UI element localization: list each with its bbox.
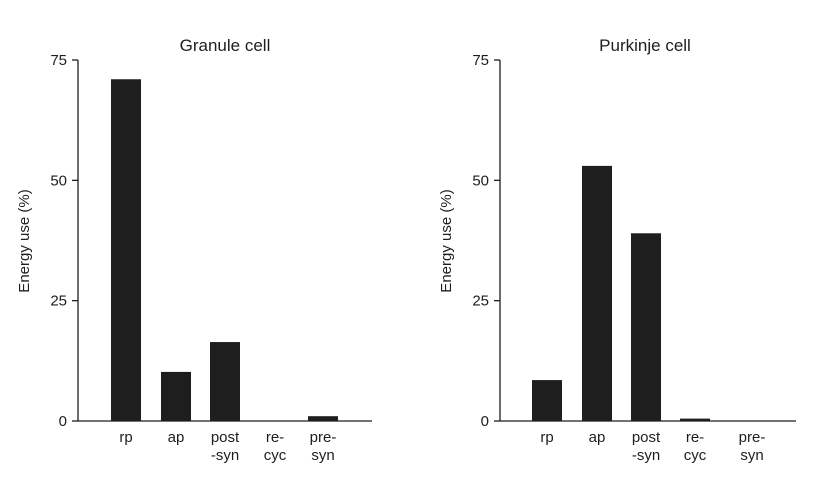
y-axis-label: Energy use (%) bbox=[16, 189, 33, 292]
x-tick-label: cyc bbox=[684, 447, 707, 464]
x-tick-label: syn bbox=[740, 447, 763, 464]
y-tick-label: 0 bbox=[481, 413, 489, 430]
bar bbox=[210, 342, 240, 421]
x-tick-label: rp bbox=[540, 429, 553, 446]
x-tick-label: cyc bbox=[264, 447, 287, 464]
bar bbox=[308, 416, 338, 421]
x-tick-label: re- bbox=[266, 429, 284, 446]
x-tick-label: post bbox=[632, 429, 661, 446]
y-tick-label: 0 bbox=[59, 413, 67, 430]
bar bbox=[161, 371, 191, 421]
y-tick-label: 75 bbox=[472, 52, 489, 69]
x-tick-label: -syn bbox=[632, 447, 660, 464]
granule-cell-chart: Granule cell Energy use (%) 0 25 50 75 rp ap… bbox=[16, 36, 372, 464]
x-tick-label: rp bbox=[119, 429, 132, 446]
purkinje-cell-chart: Purkinje cell Energy use (%) 0 25 50 75 rp a… bbox=[438, 36, 796, 464]
y-tick-label: 25 bbox=[472, 293, 489, 310]
bar bbox=[680, 418, 710, 421]
bar bbox=[631, 233, 661, 421]
bar bbox=[582, 165, 612, 421]
x-tick-label: post bbox=[211, 429, 240, 446]
chart-title: Purkinje cell bbox=[599, 36, 691, 55]
x-tick-label: ap bbox=[589, 429, 606, 446]
x-tick-label: pre- bbox=[310, 429, 337, 446]
x-tick-label: syn bbox=[311, 447, 334, 464]
x-tick-label: -syn bbox=[211, 447, 239, 464]
x-tick-label: pre- bbox=[739, 429, 766, 446]
chart-title: Granule cell bbox=[180, 36, 271, 55]
y-tick-label: 50 bbox=[472, 172, 489, 189]
x-tick-label: ap bbox=[168, 429, 185, 446]
x-tick-label: re- bbox=[686, 429, 704, 446]
bar bbox=[111, 79, 141, 422]
y-tick-label: 50 bbox=[50, 172, 67, 189]
y-tick-label: 75 bbox=[50, 52, 67, 69]
y-axis-label: Energy use (%) bbox=[438, 189, 455, 292]
y-tick-label: 25 bbox=[50, 293, 67, 310]
bar bbox=[532, 380, 562, 421]
